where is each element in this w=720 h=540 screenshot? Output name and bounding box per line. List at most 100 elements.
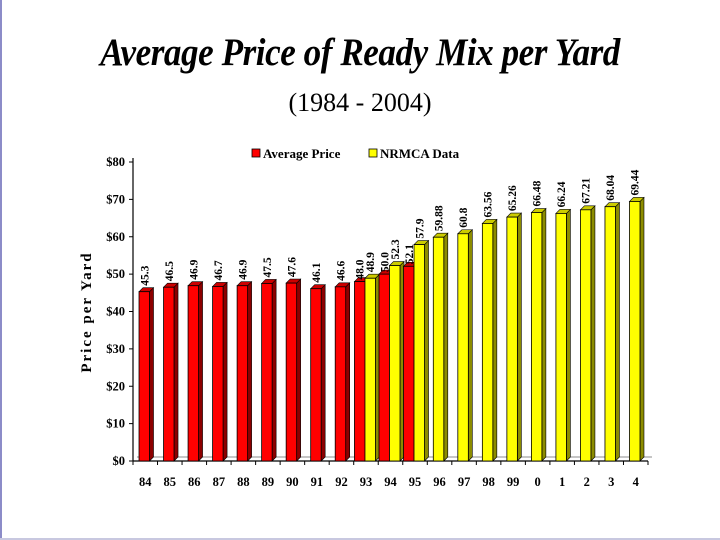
bar-nrmca-data-side bbox=[517, 212, 522, 462]
bar-nrmca-data-side bbox=[443, 232, 449, 462]
data-label: 63.56 bbox=[483, 191, 495, 217]
bar-nrmca-data-side bbox=[639, 196, 645, 462]
x-tick-label: 94 bbox=[384, 475, 397, 489]
bar-nrmca-data-side bbox=[541, 207, 547, 462]
bar-nrmca-data-side bbox=[590, 205, 596, 462]
x-tick-label: 97 bbox=[458, 475, 471, 489]
bar-average-price bbox=[236, 285, 249, 462]
bar-nrmca-data bbox=[580, 209, 592, 462]
x-tick-label: 2 bbox=[584, 475, 590, 489]
bar-average-price-side bbox=[296, 278, 301, 462]
slide-frame-bottom bbox=[0, 538, 720, 540]
bar-average-price bbox=[138, 291, 150, 462]
data-label: 46.1 bbox=[311, 262, 323, 282]
y-tick-label: $20 bbox=[106, 379, 125, 393]
bar-nrmca-data bbox=[629, 201, 641, 462]
y-tick-label: $80 bbox=[106, 155, 125, 169]
y-tick-label: $30 bbox=[106, 342, 125, 356]
x-tick-label: 90 bbox=[286, 475, 299, 489]
bar-average-price bbox=[285, 282, 298, 462]
y-tick-label: $70 bbox=[106, 192, 125, 206]
bar-average-price-side bbox=[345, 282, 351, 462]
legend-swatch-average-price bbox=[251, 148, 261, 158]
bar-average-price-side bbox=[173, 282, 179, 462]
x-tick-label: 88 bbox=[237, 475, 250, 489]
bar-average-price bbox=[310, 288, 322, 462]
data-label: 66.24 bbox=[556, 181, 568, 207]
data-label: 65.26 bbox=[507, 185, 519, 211]
data-label: 48.9 bbox=[365, 252, 377, 272]
bar-nrmca-data bbox=[413, 244, 425, 462]
bar-average-price bbox=[187, 285, 199, 462]
chart-subtitle: (1984 - 2004) bbox=[288, 88, 432, 117]
legend-label-nrmca-data: NRMCA Data bbox=[380, 146, 460, 161]
bar-nrmca-data bbox=[389, 265, 401, 462]
x-tick-label: 96 bbox=[433, 475, 446, 489]
bar-average-price-side bbox=[320, 283, 326, 462]
data-label: 68.04 bbox=[605, 175, 617, 201]
data-label: 60.8 bbox=[458, 207, 470, 227]
bar-average-price-side bbox=[149, 286, 154, 462]
bar-average-price bbox=[212, 286, 224, 462]
data-label: 46.9 bbox=[188, 259, 200, 279]
y-tick-label: $0 bbox=[113, 454, 126, 468]
legend-label-average-price: Average Price bbox=[263, 146, 341, 161]
slide-frame-left bbox=[0, 0, 2, 540]
data-label: 46.6 bbox=[335, 260, 347, 280]
x-tick-label: 87 bbox=[213, 475, 226, 489]
data-label: 47.5 bbox=[262, 257, 274, 277]
bar-nrmca-data-side bbox=[566, 208, 571, 462]
x-tick-label: 89 bbox=[262, 475, 275, 489]
bar-nrmca-data bbox=[506, 216, 518, 462]
x-tick-label: 92 bbox=[335, 475, 348, 489]
bar-nrmca-data bbox=[432, 236, 445, 462]
x-tick-label: 85 bbox=[164, 475, 177, 489]
bar-nrmca-data bbox=[530, 212, 543, 462]
data-label: 52.1 bbox=[404, 244, 416, 264]
data-label: 59.88 bbox=[434, 205, 446, 231]
x-tick-label: 99 bbox=[507, 475, 520, 489]
bar-average-price bbox=[354, 281, 366, 462]
bar-average-price bbox=[163, 286, 175, 462]
y-tick-label: $10 bbox=[106, 417, 125, 431]
bar-average-price bbox=[403, 265, 415, 462]
legend-swatch-nrmca-data bbox=[368, 148, 378, 158]
bar-nrmca-data bbox=[604, 206, 616, 462]
bar-nrmca-data-side bbox=[424, 239, 429, 462]
x-tick-label: 98 bbox=[482, 475, 495, 489]
bar-average-price-side bbox=[222, 281, 228, 462]
bar-nrmca-data bbox=[481, 223, 494, 462]
data-label: 47.6 bbox=[286, 257, 298, 277]
data-label: 46.7 bbox=[213, 260, 225, 280]
y-axis-label: Price per Yard bbox=[79, 251, 95, 372]
data-label: 67.21 bbox=[581, 178, 593, 204]
y-tick-label: $50 bbox=[106, 267, 125, 281]
y-tick-label: $60 bbox=[106, 230, 125, 244]
x-tick-label: 4 bbox=[633, 475, 640, 489]
bar-nrmca-data-side bbox=[615, 201, 620, 462]
bar-average-price-side bbox=[198, 280, 203, 462]
bar-nrmca-data-side bbox=[468, 229, 473, 462]
bar-nrmca-data bbox=[364, 277, 376, 462]
x-tick-label: 1 bbox=[559, 475, 565, 489]
x-tick-label: 91 bbox=[311, 475, 324, 489]
bar-average-price-side bbox=[271, 278, 277, 462]
chart-title: Average Price of Ready Mix per Yard bbox=[100, 31, 620, 74]
bar-nrmca-data bbox=[555, 213, 567, 462]
data-label: 52.3 bbox=[390, 239, 402, 259]
x-tick-label: 0 bbox=[535, 475, 541, 489]
x-tick-label: 93 bbox=[360, 475, 373, 489]
x-tick-label: 86 bbox=[188, 475, 201, 489]
data-label: 46.9 bbox=[237, 259, 249, 279]
x-tick-label: 3 bbox=[608, 475, 614, 489]
bar-nrmca-data bbox=[457, 233, 469, 462]
data-label: 50.0 bbox=[379, 252, 391, 272]
bar-average-price bbox=[261, 283, 273, 462]
data-label: 45.3 bbox=[139, 265, 151, 285]
bar-nrmca-data-side bbox=[492, 218, 498, 462]
y-tick-label: $40 bbox=[106, 305, 125, 319]
bar-average-price-side bbox=[247, 280, 252, 462]
bar-average-price bbox=[334, 286, 347, 462]
x-tick-label: 84 bbox=[139, 475, 152, 489]
